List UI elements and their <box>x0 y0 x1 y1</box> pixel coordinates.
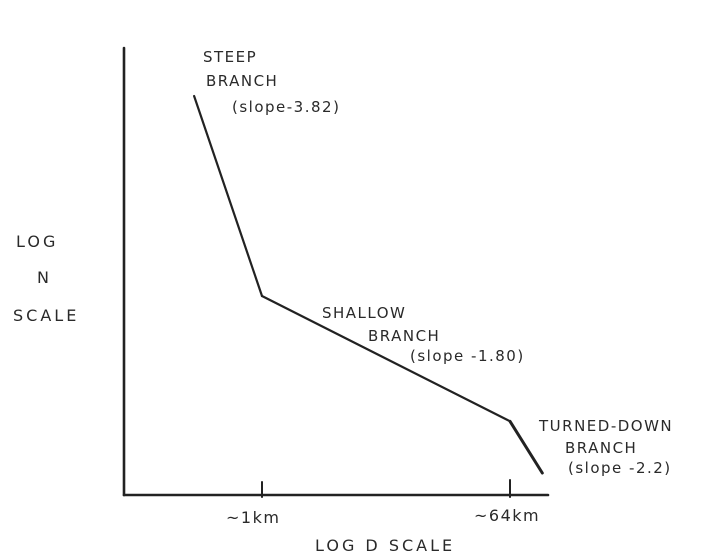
x-tick-label-64km: ~64km <box>474 506 540 525</box>
y-axis-label-line1: LOG <box>16 232 58 251</box>
shallow-branch-label-2: BRANCH <box>368 327 440 345</box>
turned-down-branch-slope: (slope -2.2) <box>568 459 672 477</box>
turned-down-branch-label-2: BRANCH <box>565 439 637 457</box>
shallow-branch-label: SHALLOW <box>322 304 406 322</box>
steep-branch-segment <box>193 94 264 298</box>
steep-branch-label-2: BRANCH <box>206 72 278 90</box>
x-tick-label-1km: ~1km <box>226 508 280 527</box>
shallow-branch-slope: (slope -1.80) <box>410 347 525 365</box>
y-axis-label-line3: SCALE <box>13 306 79 325</box>
shallow-branch-segment <box>260 294 512 423</box>
x-axis-label: LOG D SCALE <box>315 536 455 553</box>
turned-down-branch-label: TURNED-DOWN <box>538 417 673 435</box>
turned-down-branch-segment <box>508 419 544 475</box>
steep-branch-label: STEEP <box>203 48 257 66</box>
steep-branch-slope: (slope-3.82) <box>232 98 340 116</box>
y-axis-label-line2: N <box>37 268 52 287</box>
series-line-group <box>193 94 544 475</box>
